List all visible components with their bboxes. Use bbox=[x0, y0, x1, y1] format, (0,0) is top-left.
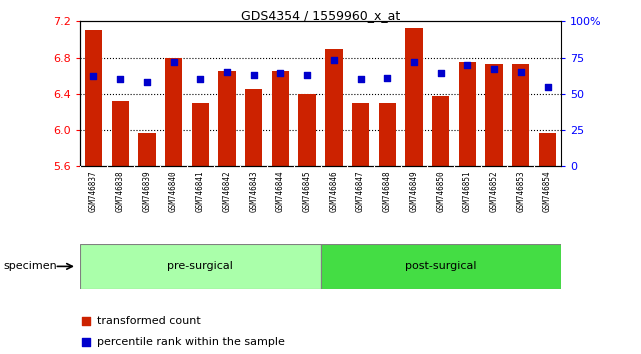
Bar bbox=[85, 30, 102, 166]
Bar bbox=[165, 58, 182, 166]
Bar bbox=[432, 96, 449, 166]
Point bbox=[142, 79, 152, 85]
Bar bbox=[245, 89, 262, 166]
Point bbox=[382, 75, 392, 81]
Bar bbox=[539, 133, 556, 166]
Bar bbox=[299, 94, 316, 166]
Point bbox=[355, 76, 365, 82]
Text: GDS4354 / 1559960_x_at: GDS4354 / 1559960_x_at bbox=[241, 9, 400, 22]
Bar bbox=[272, 71, 289, 166]
Text: GSM746848: GSM746848 bbox=[383, 170, 392, 212]
Point bbox=[515, 69, 526, 75]
Point bbox=[276, 71, 286, 76]
Point bbox=[542, 84, 553, 89]
Text: GSM746844: GSM746844 bbox=[276, 170, 285, 212]
Bar bbox=[192, 103, 209, 166]
Point bbox=[489, 66, 499, 72]
Text: post-surgical: post-surgical bbox=[405, 261, 476, 272]
Bar bbox=[405, 28, 422, 166]
Text: GSM746839: GSM746839 bbox=[142, 170, 151, 212]
Text: GSM746854: GSM746854 bbox=[543, 170, 552, 212]
Text: specimen: specimen bbox=[3, 261, 57, 272]
Text: GSM746837: GSM746837 bbox=[89, 170, 98, 212]
Point bbox=[169, 59, 179, 65]
Text: GSM746840: GSM746840 bbox=[169, 170, 178, 212]
Bar bbox=[512, 64, 529, 166]
Point bbox=[115, 76, 126, 82]
Bar bbox=[80, 244, 320, 289]
Bar bbox=[320, 244, 561, 289]
Text: transformed count: transformed count bbox=[97, 316, 201, 326]
Text: GSM746843: GSM746843 bbox=[249, 170, 258, 212]
Bar bbox=[485, 64, 503, 166]
Bar bbox=[379, 103, 396, 166]
Text: GSM746849: GSM746849 bbox=[410, 170, 419, 212]
Text: GSM746845: GSM746845 bbox=[303, 170, 312, 212]
Text: GSM746851: GSM746851 bbox=[463, 170, 472, 212]
Bar bbox=[459, 62, 476, 166]
Bar bbox=[138, 133, 156, 166]
Bar bbox=[219, 71, 236, 166]
Point bbox=[436, 71, 446, 76]
Text: GSM746842: GSM746842 bbox=[222, 170, 231, 212]
Point bbox=[88, 74, 99, 79]
Text: GSM746838: GSM746838 bbox=[115, 170, 125, 212]
Point bbox=[329, 58, 339, 63]
Text: GSM746847: GSM746847 bbox=[356, 170, 365, 212]
Point bbox=[409, 59, 419, 65]
Bar bbox=[325, 49, 342, 166]
Point bbox=[249, 72, 259, 78]
Text: GSM746841: GSM746841 bbox=[196, 170, 205, 212]
Point bbox=[302, 72, 312, 78]
Text: percentile rank within the sample: percentile rank within the sample bbox=[97, 337, 285, 347]
Point bbox=[462, 62, 472, 68]
Bar bbox=[112, 101, 129, 166]
Point bbox=[81, 339, 91, 345]
Point bbox=[195, 76, 205, 82]
Bar bbox=[352, 103, 369, 166]
Text: GSM746846: GSM746846 bbox=[329, 170, 338, 212]
Point bbox=[222, 69, 232, 75]
Text: GSM746850: GSM746850 bbox=[436, 170, 445, 212]
Text: GSM746853: GSM746853 bbox=[516, 170, 526, 212]
Point bbox=[81, 318, 91, 324]
Text: GSM746852: GSM746852 bbox=[490, 170, 499, 212]
Text: pre-surgical: pre-surgical bbox=[167, 261, 233, 272]
